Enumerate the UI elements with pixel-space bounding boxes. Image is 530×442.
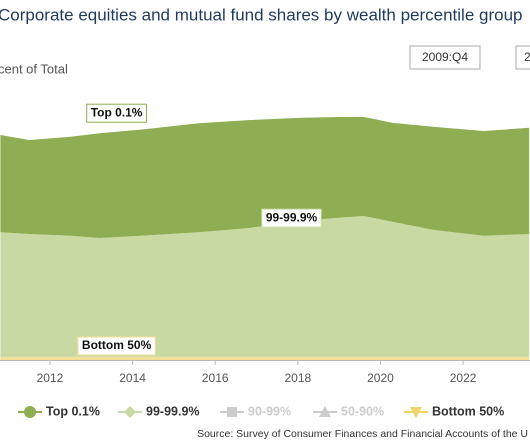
legend-label[interactable]: Bottom 50% (432, 404, 504, 418)
annotation-label: 99-99.9% (266, 210, 318, 224)
x-tick-label: 2018 (284, 371, 311, 385)
legend-marker[interactable] (410, 407, 422, 418)
range-start[interactable]: 2009:Q4 (422, 50, 468, 64)
area (0, 356, 530, 360)
legend-item[interactable]: 99-99.9% (118, 404, 200, 418)
legend: Top 0.1% 99-99.9% 90-99% 50-90% Bottom 50% (18, 404, 504, 418)
source: Source: Survey of Consumer Finances and … (197, 428, 528, 440)
legend-label[interactable]: 99-99.9% (146, 404, 200, 418)
legend-label[interactable]: Top 0.1% (46, 404, 100, 418)
legend-item[interactable]: Top 0.1% (18, 404, 100, 418)
annotation-box (261, 208, 322, 228)
area (0, 216, 530, 357)
legend-item[interactable]: Bottom 50% (404, 404, 504, 418)
chart-title: Corporate equities and mutual fund share… (0, 5, 523, 24)
legend-marker[interactable] (319, 406, 331, 417)
range-start-box[interactable] (409, 45, 481, 70)
annotation: 99-99.9% (261, 208, 322, 228)
legend-marker[interactable] (24, 406, 36, 418)
legend-marker[interactable] (124, 406, 136, 418)
annotation-label: Bottom 50% (82, 338, 152, 352)
x-tick-label: 2012 (37, 371, 64, 385)
annotation: Top 0.1% (86, 103, 147, 123)
annotation-label: Top 0.1% (91, 105, 143, 119)
legend-item[interactable]: 50-90% (313, 404, 384, 418)
annotation-box (86, 103, 147, 123)
legend-label[interactable]: 90-99% (248, 404, 291, 418)
annotation: Bottom 50% (77, 336, 156, 356)
range-end[interactable]: 2 (524, 50, 530, 64)
x-tick-label: 2020 (367, 371, 394, 385)
x-tick-label: 2014 (119, 371, 146, 385)
legend-marker[interactable] (227, 407, 237, 417)
x-tick-label: 2016 (202, 371, 229, 385)
x-tick-label: 2022 (450, 371, 477, 385)
area (0, 117, 530, 239)
y-axis-label: cent of Total (0, 61, 68, 76)
annotation-box (77, 336, 156, 356)
plot-area: 2012 2014 2016 2018 2020 2022 Top 0.1% 99-99.9%… (0, 103, 530, 385)
legend-label[interactable]: 50-90% (341, 404, 384, 418)
range-end-box[interactable] (515, 45, 530, 70)
legend-item[interactable]: 90-99% (220, 404, 291, 418)
